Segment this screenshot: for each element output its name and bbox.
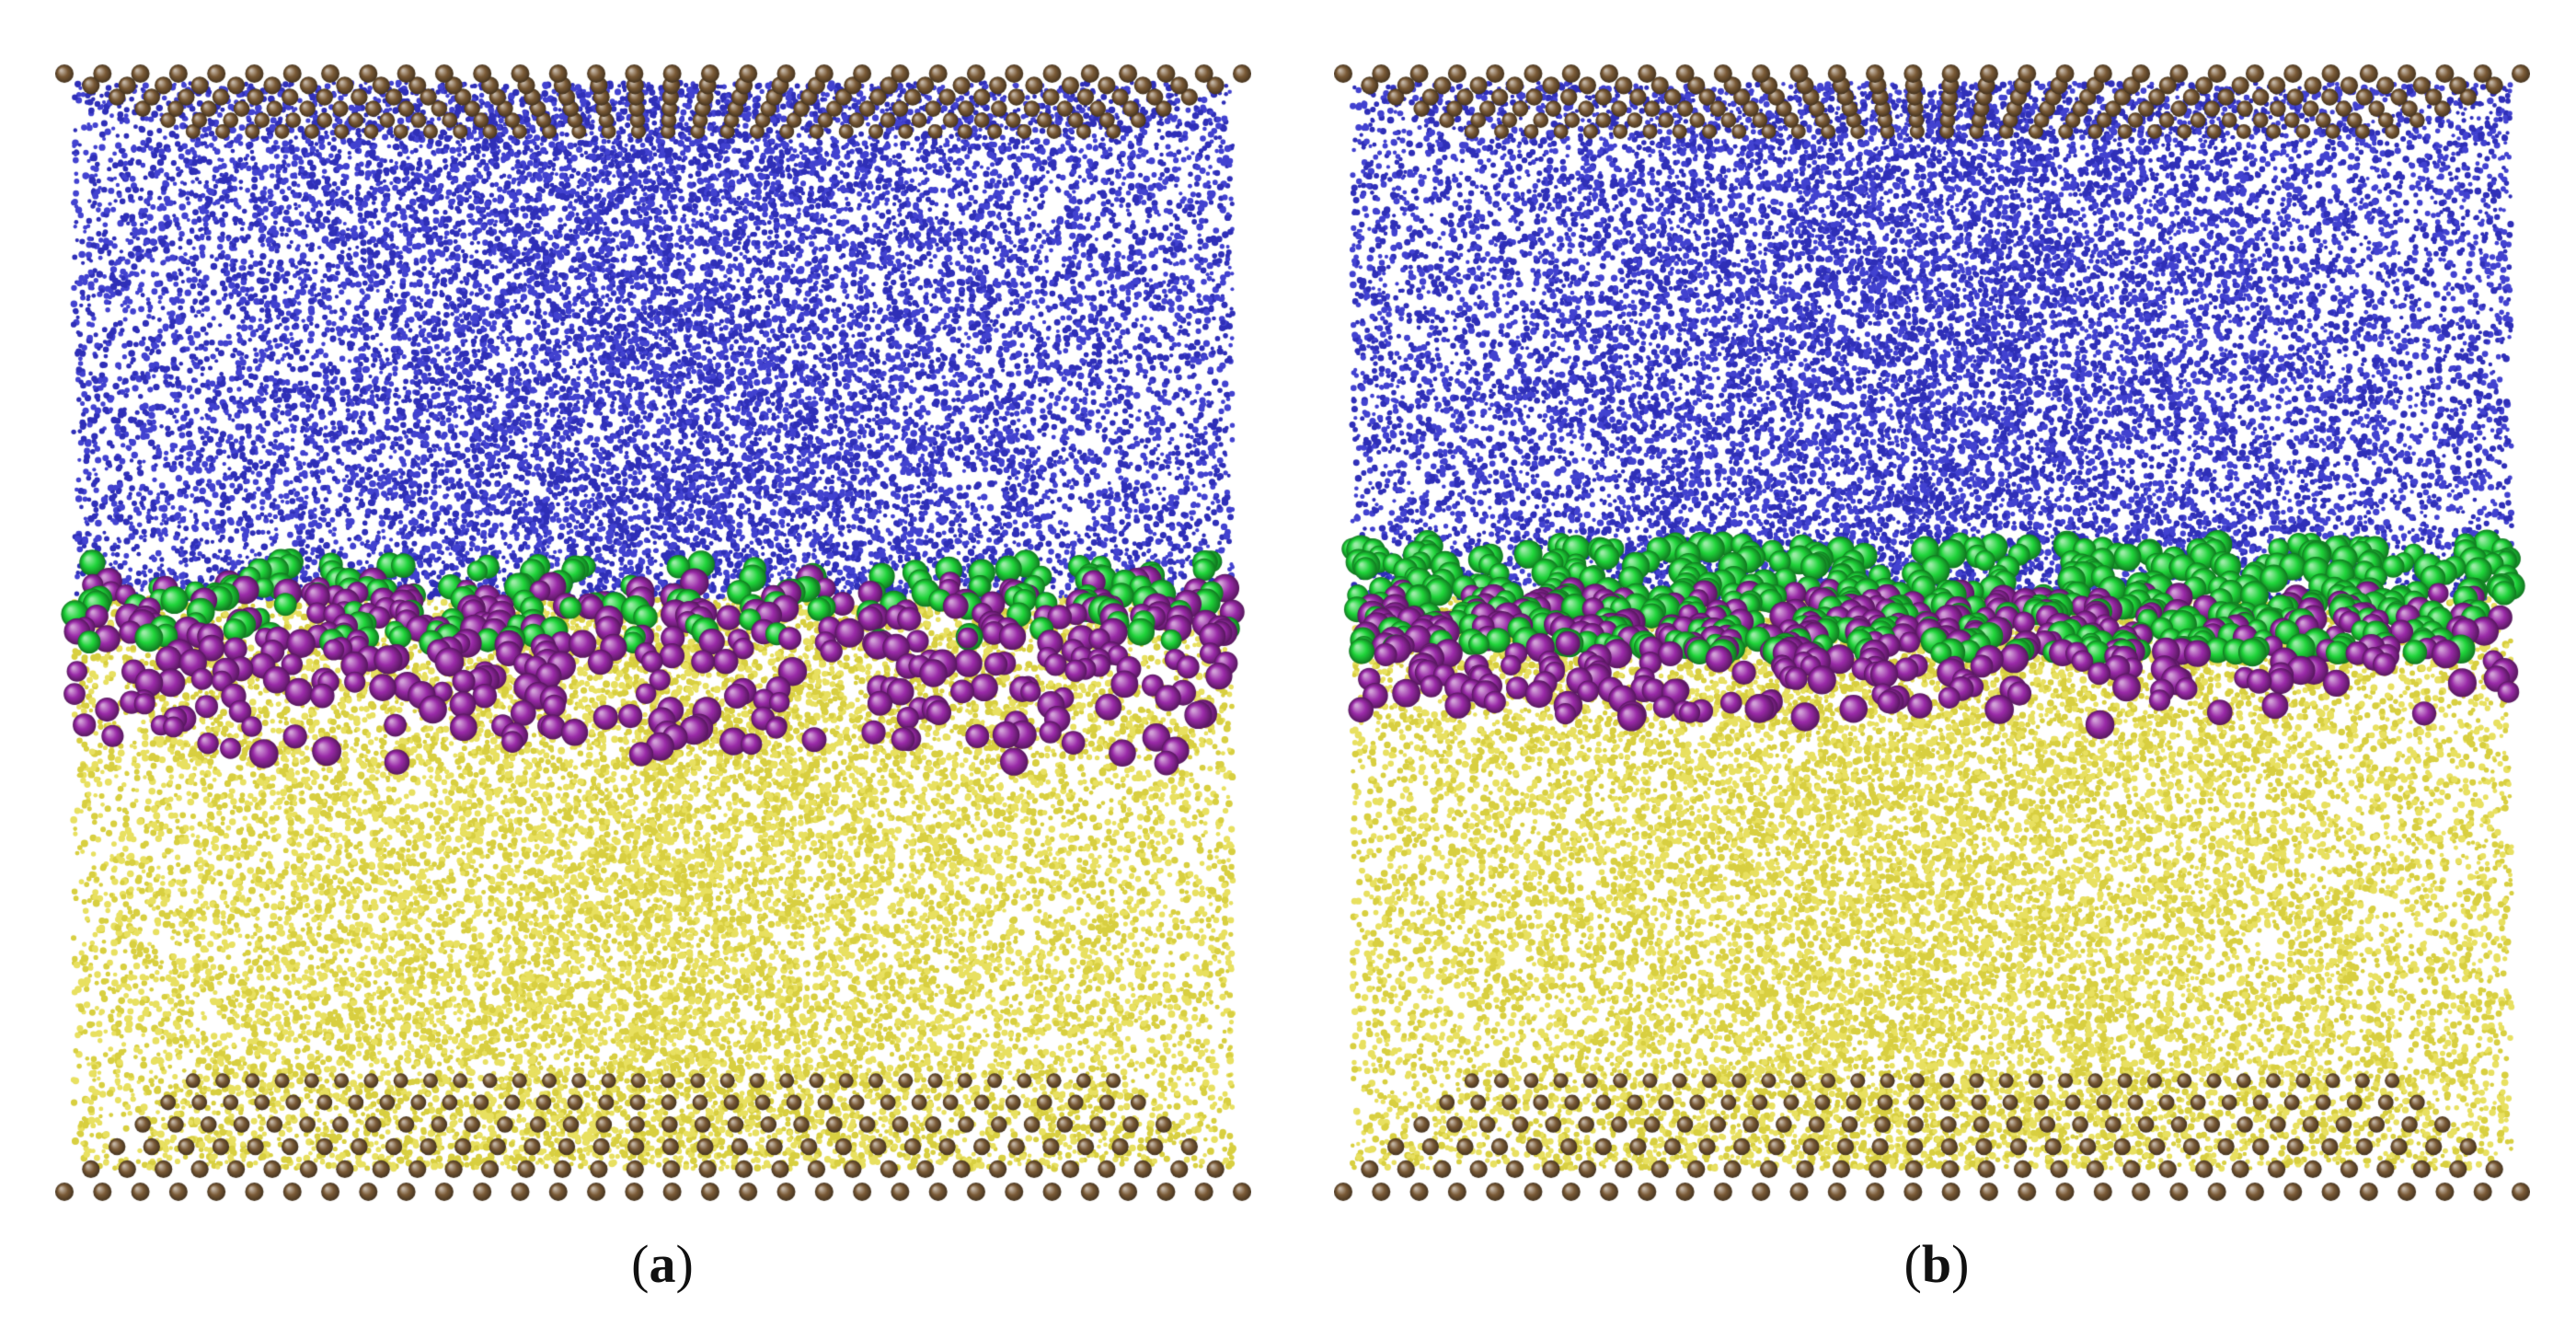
caption-a-open: ( bbox=[631, 1234, 650, 1294]
caption-b: (b) bbox=[1799, 1238, 2075, 1291]
caption-a: (a) bbox=[524, 1238, 800, 1291]
caption-b-letter: b bbox=[1921, 1234, 1952, 1294]
caption-b-open: ( bbox=[1903, 1234, 1922, 1294]
molecular-render-a bbox=[55, 46, 1251, 1206]
caption-a-letter: a bbox=[649, 1234, 676, 1294]
caption-a-close: ) bbox=[675, 1234, 694, 1294]
simulation-snapshot-b bbox=[1334, 46, 2530, 1206]
simulation-snapshot-a bbox=[55, 46, 1251, 1206]
caption-b-close: ) bbox=[1951, 1234, 1970, 1294]
molecular-render-b bbox=[1334, 46, 2530, 1206]
